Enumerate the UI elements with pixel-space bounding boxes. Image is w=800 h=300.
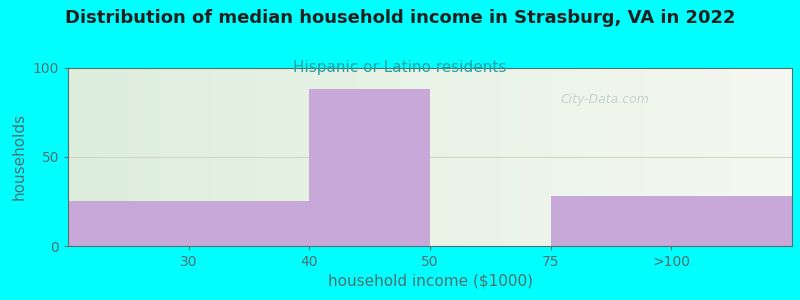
- Y-axis label: households: households: [12, 113, 27, 200]
- Text: Distribution of median household income in Strasburg, VA in 2022: Distribution of median household income …: [65, 9, 735, 27]
- Bar: [310, 89, 430, 246]
- Text: City-Data.com: City-Data.com: [560, 93, 649, 106]
- Bar: [68, 201, 310, 246]
- X-axis label: household income ($1000): household income ($1000): [327, 273, 533, 288]
- Text: Hispanic or Latino residents: Hispanic or Latino residents: [294, 60, 506, 75]
- Bar: [550, 196, 792, 246]
